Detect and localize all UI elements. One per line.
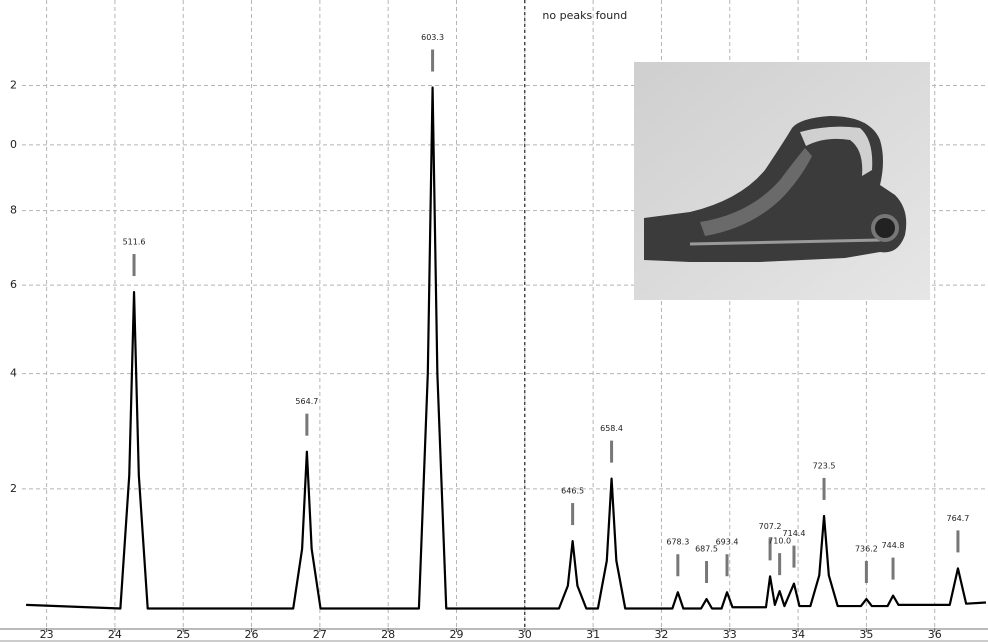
x-tick-label: 28 (381, 628, 395, 641)
y-tick-label: 0 (10, 138, 17, 151)
peak-label: 710.0 (768, 537, 791, 546)
peak-marker (705, 561, 709, 584)
x-tick-label: 34 (791, 628, 805, 641)
peak-label: 658.4 (600, 424, 623, 433)
peak-marker (778, 553, 782, 576)
peak-marker (956, 530, 960, 553)
peak-marker (864, 561, 868, 584)
peak-label: 693.4 (716, 538, 739, 547)
x-tick-label: 30 (518, 628, 532, 641)
peak-label: 678.3 (666, 538, 689, 547)
plot: no peaks found 511.6 564.7 603.3 646.5 658.4 6… (26, 0, 987, 628)
photo-inset (634, 62, 930, 300)
x-tick-label: 25 (176, 628, 190, 641)
peak-marker (891, 557, 895, 580)
x-tick-label: 29 (449, 628, 463, 641)
brooch-spring (871, 214, 899, 242)
peak-label: 646.5 (561, 487, 584, 496)
x-tick-label: 26 (245, 628, 259, 641)
peak-marker (676, 554, 680, 577)
peak-label: 714.4 (783, 529, 806, 538)
peak-marker (610, 440, 614, 463)
peak-label: 764.7 (946, 514, 969, 523)
peak-label: 603.3 (421, 33, 444, 42)
x-tick-label: 24 (108, 628, 122, 641)
y-tick-label: 4 (10, 367, 17, 380)
peak-label: 564.7 (295, 397, 318, 406)
peak-label: 723.5 (813, 461, 836, 470)
peak-marker (768, 538, 772, 561)
brooch-highlight (800, 126, 873, 176)
x-tick-label: 27 (313, 628, 327, 641)
peak-label: 744.8 (882, 541, 905, 550)
x-tick-label: 32 (654, 628, 668, 641)
y-tick-label: 6 (10, 278, 17, 291)
peak-marker (571, 503, 575, 526)
spectrum-line (26, 86, 987, 610)
peak-marker (132, 254, 136, 277)
peak-marker (305, 413, 309, 436)
x-tick-label: 35 (859, 628, 873, 641)
y-tick-label: 2 (10, 482, 17, 495)
peak-label: 707.2 (759, 522, 782, 531)
x-tick-label: 36 (928, 628, 942, 641)
peak-label: 736.2 (855, 545, 878, 554)
peak-marker (822, 477, 826, 500)
y-tick-label: 2 (10, 79, 17, 92)
marker-label: no peaks found (542, 9, 627, 22)
brooch-bow (700, 148, 812, 236)
x-tick-label: 23 (40, 628, 54, 641)
peak-marker (792, 545, 796, 568)
peak-marker (431, 49, 435, 72)
brooch-pin (689, 238, 881, 246)
x-tick-label: 33 (723, 628, 737, 641)
peak-label: 687.5 (695, 545, 718, 554)
peak-label: 511.6 (123, 238, 146, 247)
peak-marker (725, 554, 729, 577)
y-tick-label: 8 (10, 204, 17, 217)
x-tick-label: 31 (586, 628, 600, 641)
